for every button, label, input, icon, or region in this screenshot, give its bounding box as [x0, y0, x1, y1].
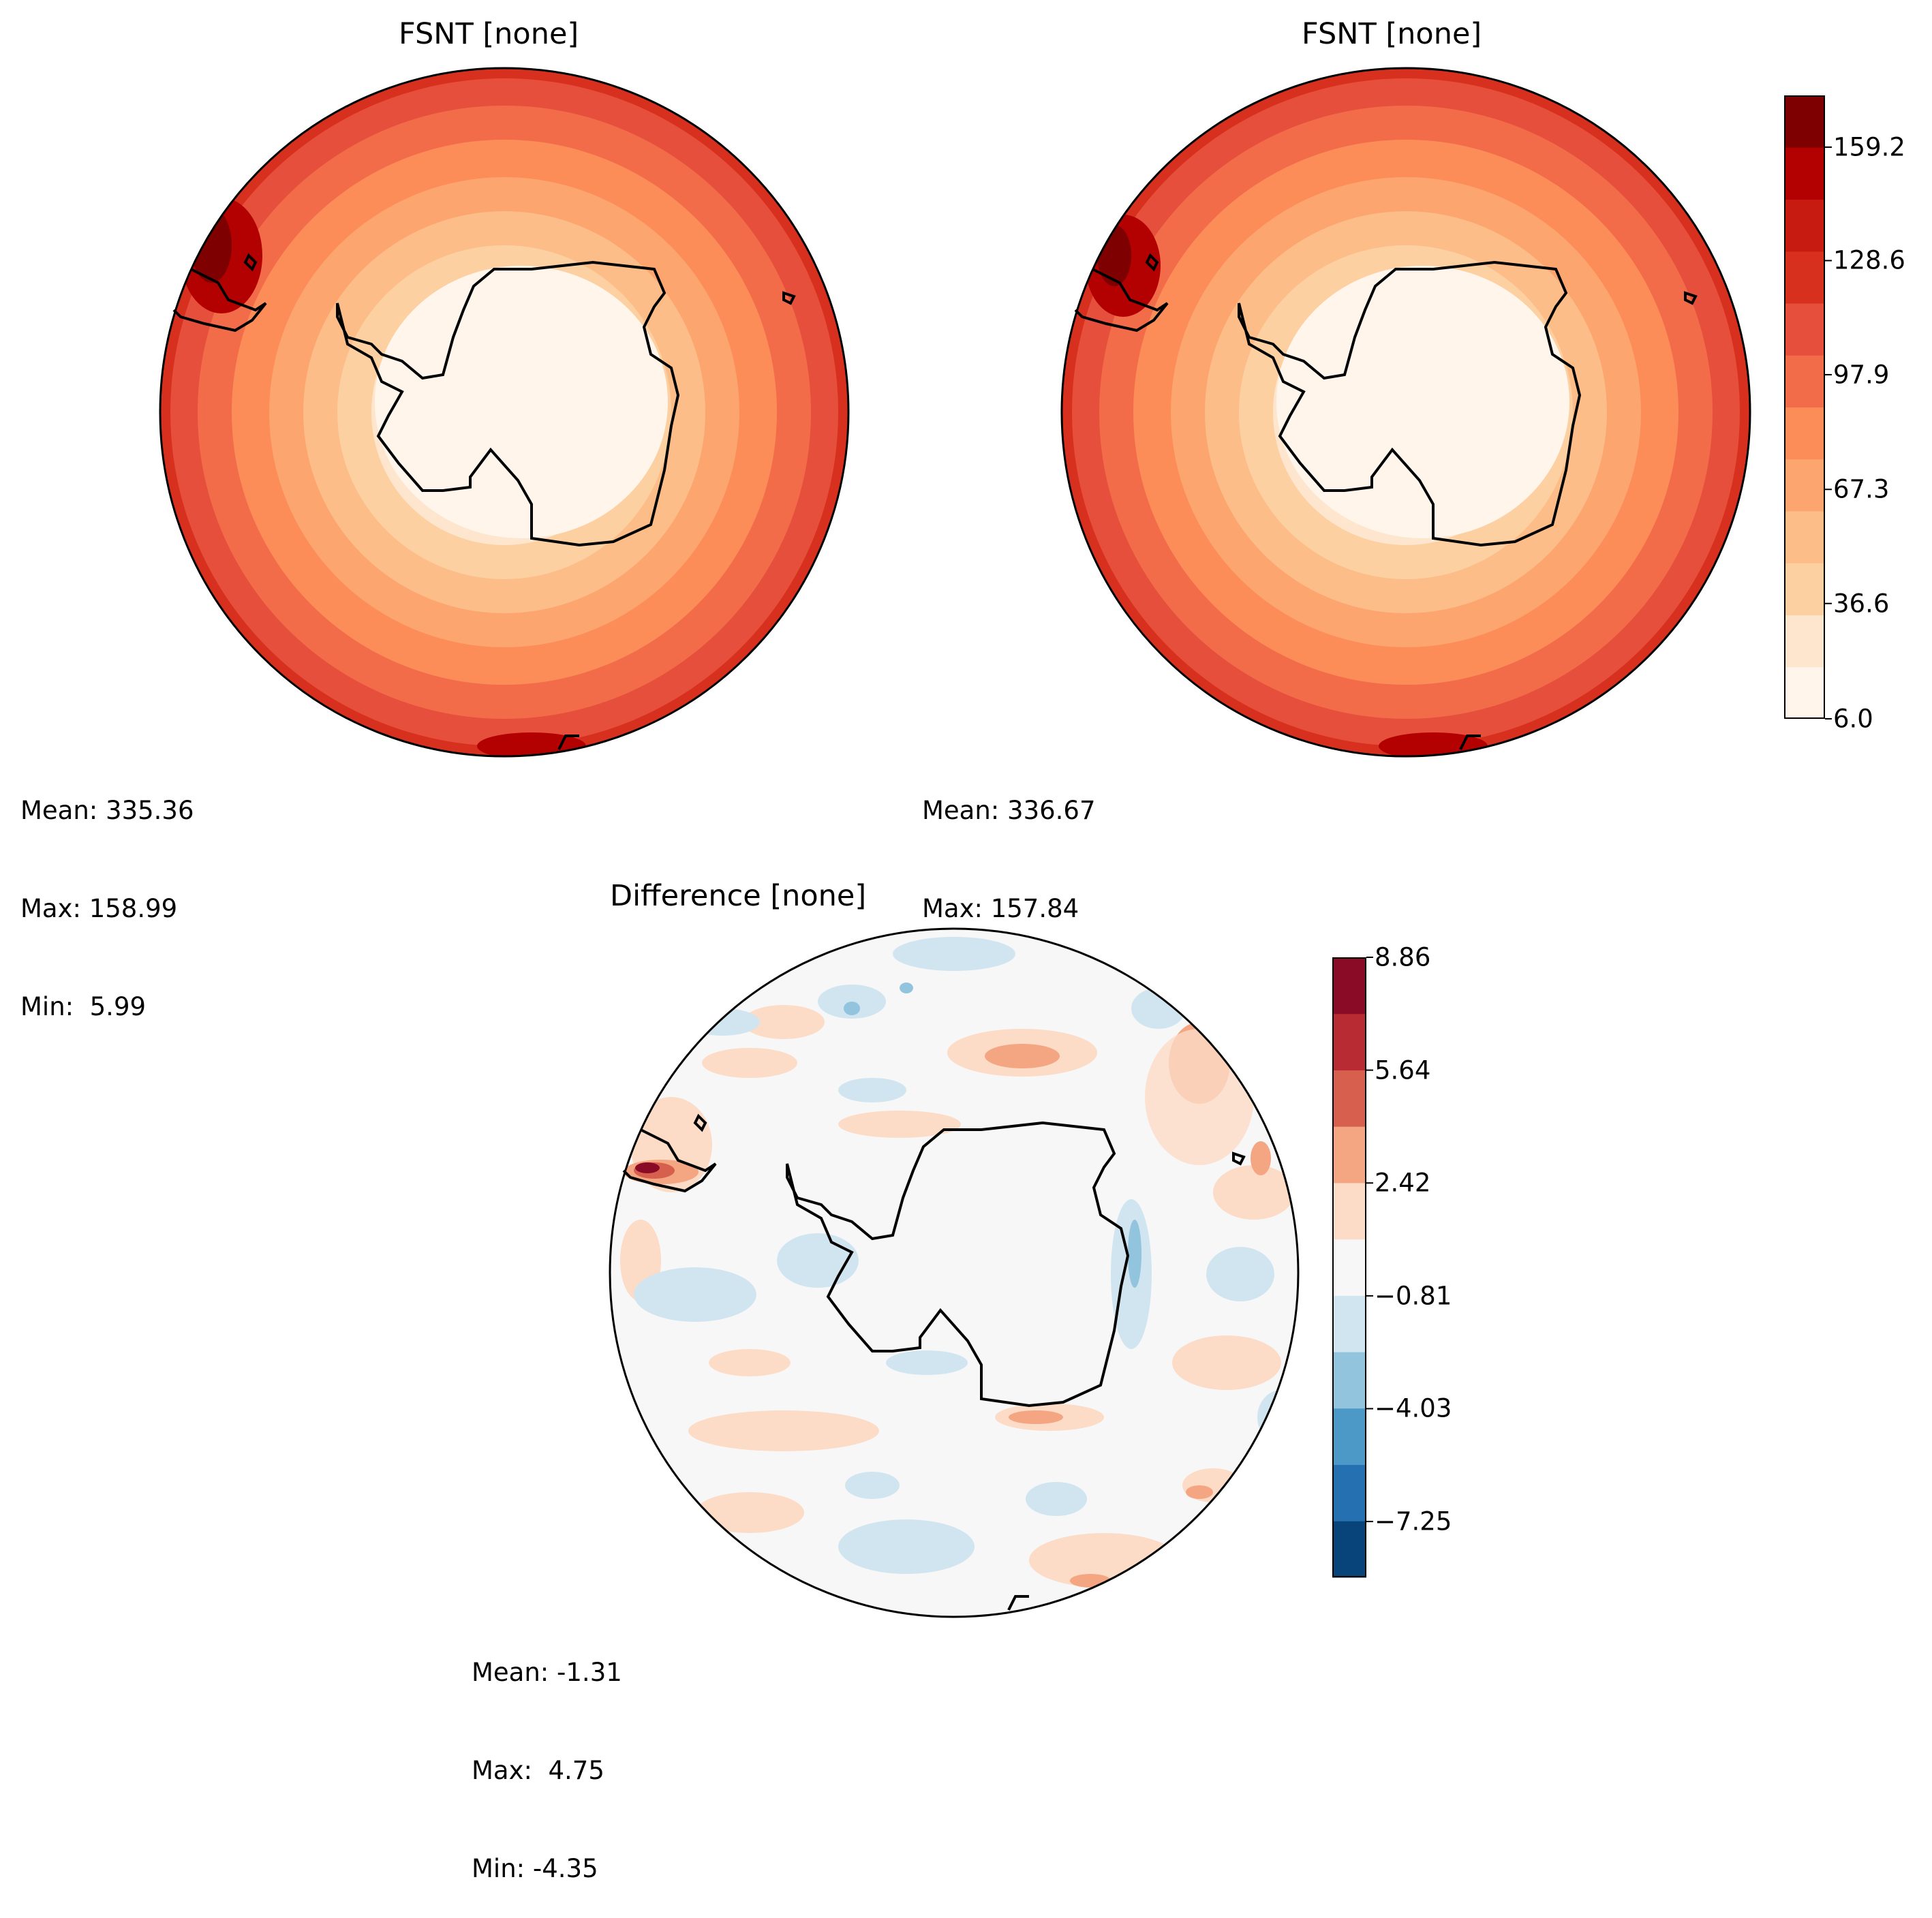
- fsnt-colorbar-tick-label: 159.2: [1833, 132, 1905, 162]
- diff-colorbar-segment: [1332, 1408, 1366, 1466]
- panel3-max: Max: 4.75: [472, 1756, 604, 1785]
- panel1-mean: Mean: 335.36: [20, 796, 194, 825]
- fsnt-colorbar-segment: [1784, 251, 1825, 304]
- panel3-antarctica-coastline: [786, 1121, 1130, 1408]
- panel1-stats: Mean: 335.36 Max: 158.99 Min: 5.99: [20, 729, 194, 1056]
- panel1-title: FSNT [none]: [399, 17, 579, 51]
- panel2-field: [1062, 68, 1750, 756]
- fsnt-colorbar-tick-label: 67.3: [1833, 474, 1890, 504]
- diff-colorbar-tick-label: −0.81: [1375, 1281, 1452, 1311]
- diff-colorbar-segment: [1332, 957, 1366, 1015]
- diff-colorbar-tick-label: −4.03: [1375, 1393, 1452, 1423]
- fsnt-colorbar-tick-label: 128.6: [1833, 245, 1905, 275]
- fsnt-colorbar-segment: [1784, 147, 1825, 200]
- diff-colorbar: [1332, 957, 1373, 1578]
- fsnt-colorbar-segment: [1784, 407, 1825, 460]
- diff-colorbar-segment: [1332, 1126, 1366, 1184]
- panel2-title: FSNT [none]: [1302, 17, 1482, 51]
- diff-colorbar-segment: [1332, 1352, 1366, 1409]
- fsnt-colorbar-segment: [1784, 95, 1825, 148]
- diff-colorbar-tick-label: 2.42: [1375, 1168, 1431, 1198]
- fsnt-colorbar-segment: [1784, 459, 1825, 512]
- panel3-south-america-coastline: [622, 1128, 717, 1193]
- diff-colorbar-frame: [1332, 957, 1366, 1577]
- diff-colorbar-segment: [1332, 1521, 1366, 1578]
- fsnt-colorbar-segment: [1784, 355, 1825, 407]
- fsnt-colorbar-tick-label: 36.6: [1833, 589, 1890, 619]
- panel2-south-america-coastline: [1074, 268, 1169, 332]
- fsnt-colorbar-segment: [1784, 615, 1825, 668]
- fsnt-colorbar-segment: [1784, 666, 1825, 720]
- fsnt-colorbar-segment: [1784, 303, 1825, 356]
- panel3-min: Min: -4.35: [472, 1854, 598, 1883]
- panel1-min: Min: 5.99: [20, 992, 147, 1021]
- diff-colorbar-segment: [1332, 1295, 1366, 1352]
- panel1-max: Max: 158.99: [20, 894, 178, 923]
- fsnt-colorbar-segment: [1784, 199, 1825, 252]
- panel3-mean: Mean: -1.31: [472, 1658, 622, 1687]
- fsnt-colorbar-tick-label: 6.0: [1833, 704, 1873, 734]
- fsnt-colorbar-frame: [1784, 95, 1825, 719]
- fsnt-colorbar-tick-label: 97.9: [1833, 360, 1890, 390]
- panel2-max: Max: 157.84: [922, 894, 1079, 923]
- fsnt-colorbar-segment: [1784, 563, 1825, 615]
- diff-colorbar-tick-label: −7.25: [1375, 1506, 1452, 1536]
- panel1-south-america-coastline: [172, 268, 267, 332]
- diff-colorbar-segment: [1332, 1070, 1366, 1127]
- panel1-field: [160, 68, 848, 756]
- fsnt-colorbar: [1784, 95, 1832, 720]
- panel2-mean: Mean: 336.67: [922, 796, 1096, 825]
- fsnt-colorbar-segment: [1784, 511, 1825, 563]
- panel2-antarctica-coastline: [1238, 260, 1582, 547]
- diff-colorbar-segment: [1332, 1013, 1366, 1070]
- diff-colorbar-segment: [1332, 1239, 1366, 1296]
- panel3-title: Difference [none]: [610, 879, 867, 913]
- panel1-antarctica-coastline: [336, 260, 680, 547]
- diff-colorbar-tick-label: 5.64: [1375, 1055, 1431, 1085]
- panel2-min: Min: 6.03: [922, 992, 1048, 1021]
- diff-colorbar-tick-label: 8.86: [1375, 942, 1431, 972]
- diff-colorbar-segment: [1332, 1182, 1366, 1240]
- diff-colorbar-segment: [1332, 1464, 1366, 1521]
- panel3-stats: Mean: -1.31 Max: 4.75 Min: -4.35: [472, 1591, 622, 1918]
- panel2-stats: Mean: 336.67 Max: 157.84 Min: 6.03: [922, 729, 1096, 1056]
